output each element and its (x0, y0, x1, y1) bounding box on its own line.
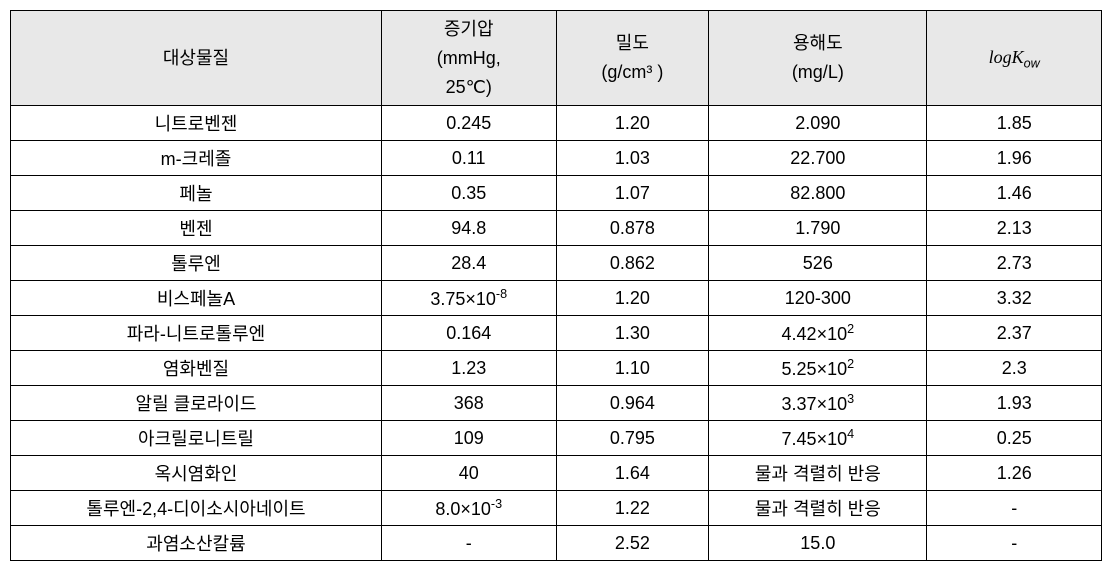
cell-solubility: 526 (709, 246, 927, 281)
cell-logk: - (927, 526, 1102, 561)
cell-vapor-pressure: 368 (381, 386, 556, 421)
col-header-logk: logKow (927, 11, 1102, 106)
cell-solubility: 1.790 (709, 211, 927, 246)
cell-logk: 2.3 (927, 351, 1102, 386)
cell-vapor-pressure: 0.11 (381, 141, 556, 176)
cell-solubility: 물과 격렬히 반응 (709, 456, 927, 491)
header-row: 대상물질 증기압 (mmHg, 25℃) 밀도 (g/cm³ ) 용해도 (mg… (11, 11, 1102, 106)
cell-solubility: 4.42×102 (709, 316, 927, 351)
cell-density: 0.862 (556, 246, 709, 281)
cell-density: 1.64 (556, 456, 709, 491)
cell-vapor-pressure: 8.0×10-3 (381, 491, 556, 526)
cell-substance: 비스페놀A (11, 281, 382, 316)
cell-solubility: 5.25×102 (709, 351, 927, 386)
table-row: 벤젠94.80.8781.7902.13 (11, 211, 1102, 246)
table-row: 파라-니트로톨루엔0.1641.304.42×1022.37 (11, 316, 1102, 351)
cell-density: 1.20 (556, 106, 709, 141)
cell-substance: 알릴 클로라이드 (11, 386, 382, 421)
table-row: 톨루엔28.40.8625262.73 (11, 246, 1102, 281)
cell-logk: 0.25 (927, 421, 1102, 456)
table-row: 아크릴로니트릴1090.7957.45×1040.25 (11, 421, 1102, 456)
header-vapor-line2: (mmHg, (437, 48, 501, 68)
cell-solubility: 82.800 (709, 176, 927, 211)
cell-density: 1.20 (556, 281, 709, 316)
cell-substance: 니트로벤젠 (11, 106, 382, 141)
cell-density: 0.964 (556, 386, 709, 421)
cell-solubility: 120-300 (709, 281, 927, 316)
cell-logk: 2.37 (927, 316, 1102, 351)
cell-vapor-pressure: 28.4 (381, 246, 556, 281)
cell-solubility: 물과 격렬히 반응 (709, 491, 927, 526)
cell-substance: 옥시염화인 (11, 456, 382, 491)
table-row: 알릴 클로라이드3680.9643.37×1031.93 (11, 386, 1102, 421)
cell-solubility: 7.45×104 (709, 421, 927, 456)
header-vapor-line3: 25℃) (446, 77, 492, 97)
cell-substance: 톨루엔-2,4-디이소시아네이트 (11, 491, 382, 526)
header-logk-prefix: logK (989, 47, 1024, 67)
col-header-density: 밀도 (g/cm³ ) (556, 11, 709, 106)
cell-density: 2.52 (556, 526, 709, 561)
cell-solubility: 22.700 (709, 141, 927, 176)
cell-vapor-pressure: 40 (381, 456, 556, 491)
cell-vapor-pressure: 109 (381, 421, 556, 456)
cell-vapor-pressure: 1.23 (381, 351, 556, 386)
table-row: 과염소산칼륨-2.5215.0- (11, 526, 1102, 561)
cell-density: 1.22 (556, 491, 709, 526)
cell-vapor-pressure: 0.164 (381, 316, 556, 351)
cell-vapor-pressure: 3.75×10-8 (381, 281, 556, 316)
cell-substance: 아크릴로니트릴 (11, 421, 382, 456)
cell-solubility: 15.0 (709, 526, 927, 561)
cell-density: 1.07 (556, 176, 709, 211)
col-header-solubility: 용해도 (mg/L) (709, 11, 927, 106)
cell-substance: 벤젠 (11, 211, 382, 246)
cell-density: 0.795 (556, 421, 709, 456)
cell-solubility: 2.090 (709, 106, 927, 141)
cell-logk: 1.46 (927, 176, 1102, 211)
cell-density: 1.03 (556, 141, 709, 176)
cell-logk: 1.85 (927, 106, 1102, 141)
table-row: m-크레졸0.111.0322.7001.96 (11, 141, 1102, 176)
cell-vapor-pressure: - (381, 526, 556, 561)
cell-logk: 3.32 (927, 281, 1102, 316)
header-solubility-line2: (mg/L) (792, 62, 844, 82)
table-row: 염화벤질1.231.105.25×1022.3 (11, 351, 1102, 386)
chemical-properties-table: 대상물질 증기압 (mmHg, 25℃) 밀도 (g/cm³ ) 용해도 (mg… (10, 10, 1102, 561)
cell-logk: 1.93 (927, 386, 1102, 421)
table-body: 니트로벤젠0.2451.202.0901.85m-크레졸0.111.0322.7… (11, 106, 1102, 561)
cell-substance: 톨루엔 (11, 246, 382, 281)
table-row: 니트로벤젠0.2451.202.0901.85 (11, 106, 1102, 141)
header-density-line1: 밀도 (616, 33, 649, 53)
cell-vapor-pressure: 0.35 (381, 176, 556, 211)
cell-substance: 페놀 (11, 176, 382, 211)
table-row: 옥시염화인401.64물과 격렬히 반응1.26 (11, 456, 1102, 491)
table-header: 대상물질 증기압 (mmHg, 25℃) 밀도 (g/cm³ ) 용해도 (mg… (11, 11, 1102, 106)
cell-density: 0.878 (556, 211, 709, 246)
cell-solubility: 3.37×103 (709, 386, 927, 421)
cell-substance: 과염소산칼륨 (11, 526, 382, 561)
cell-substance: 염화벤질 (11, 351, 382, 386)
table-row: 페놀0.351.0782.8001.46 (11, 176, 1102, 211)
cell-logk: 2.73 (927, 246, 1102, 281)
cell-substance: m-크레졸 (11, 141, 382, 176)
cell-substance: 파라-니트로톨루엔 (11, 316, 382, 351)
cell-logk: 1.96 (927, 141, 1102, 176)
cell-logk: 1.26 (927, 456, 1102, 491)
header-vapor-line1: 증기압 (444, 19, 494, 39)
table-row: 톨루엔-2,4-디이소시아네이트8.0×10-31.22물과 격렬히 반응- (11, 491, 1102, 526)
header-density-line2: (g/cm³ ) (601, 62, 663, 82)
table-row: 비스페놀A3.75×10-81.20120-3003.32 (11, 281, 1102, 316)
header-solubility-line1: 용해도 (793, 33, 843, 53)
cell-density: 1.30 (556, 316, 709, 351)
col-header-vapor-pressure: 증기압 (mmHg, 25℃) (381, 11, 556, 106)
col-header-substance: 대상물질 (11, 11, 382, 106)
cell-vapor-pressure: 0.245 (381, 106, 556, 141)
cell-logk: - (927, 491, 1102, 526)
cell-density: 1.10 (556, 351, 709, 386)
header-logk-sub: ow (1024, 56, 1040, 70)
header-substance-label: 대상물질 (163, 48, 229, 68)
cell-logk: 2.13 (927, 211, 1102, 246)
cell-vapor-pressure: 94.8 (381, 211, 556, 246)
